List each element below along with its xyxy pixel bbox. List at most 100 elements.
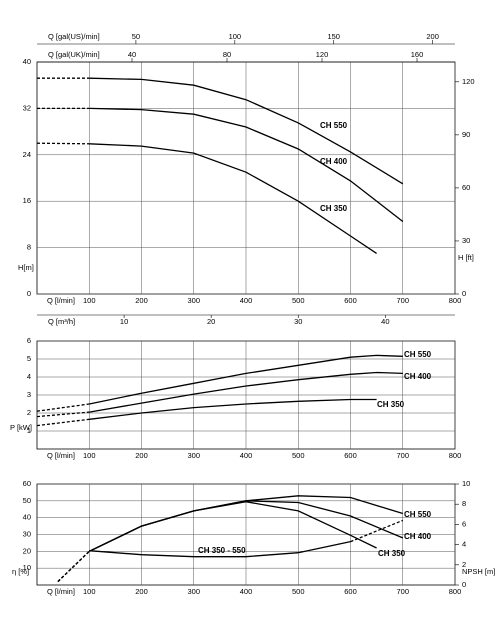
x-tick-label: 300	[187, 296, 200, 305]
x-tick-label: 400	[240, 296, 253, 305]
curve-extrapolated	[350, 519, 404, 543]
curve-label: CH 550	[320, 121, 348, 130]
y2-axis-label: NPSH [m]	[462, 567, 495, 576]
x-tick-label: 700	[396, 296, 409, 305]
y2-axis-label: H [ft]	[458, 253, 474, 262]
curve	[89, 540, 351, 558]
top-axis-tick-label: 50	[132, 32, 140, 41]
y-tick-label: 16	[23, 196, 31, 205]
x-axis-label: Q [l/min]	[47, 587, 75, 596]
curve-extrapolated	[36, 418, 90, 427]
curve-extrapolated	[36, 142, 90, 145]
x-tick-label: 500	[292, 587, 305, 596]
bottom-axis-tick-label: 40	[381, 317, 389, 326]
curve-extrapolated	[57, 550, 90, 583]
bottom-axis-tick-label: 30	[294, 317, 302, 326]
x-tick-label: 200	[135, 296, 148, 305]
curve	[89, 371, 403, 413]
curve	[89, 501, 377, 552]
x-tick-label: 500	[292, 451, 305, 460]
y2-tick-label: 60	[462, 183, 470, 192]
y-tick-label: 0	[27, 289, 31, 298]
y-tick-label: 40	[23, 513, 31, 522]
y-tick-label: 60	[23, 479, 31, 488]
y-tick-label: 50	[23, 496, 31, 505]
y-tick-label: 2	[27, 408, 31, 417]
y2-tick-label: 2	[462, 560, 466, 569]
y-tick-label: 24	[23, 150, 31, 159]
x-tick-label: 700	[396, 451, 409, 460]
curve-label: CH 400	[404, 532, 432, 541]
y-axis-label: H[m]	[18, 263, 34, 272]
y-tick-label: 6	[27, 336, 31, 345]
x-tick-label: 100	[83, 451, 96, 460]
x-axis-label: Q [l/min]	[47, 296, 75, 305]
curve	[89, 398, 377, 420]
x-tick-label: 600	[344, 587, 357, 596]
x-tick-label: 600	[344, 451, 357, 460]
top-axis-label: Q [gal(US)/min]	[48, 32, 100, 41]
curve	[89, 107, 404, 223]
x-tick-label: 800	[449, 296, 462, 305]
top-axis-tick-label: 120	[316, 50, 329, 59]
y-tick-label: 32	[23, 103, 31, 112]
y-tick-label: 4	[27, 372, 31, 381]
x-tick-label: 100	[83, 296, 96, 305]
curve-label: CH 400	[320, 157, 348, 166]
y-tick-label: 10	[23, 563, 31, 572]
y-tick-label: 8	[27, 243, 31, 252]
curve-label: CH 350	[378, 549, 406, 558]
top-axis-tick-label: 200	[426, 32, 439, 41]
curve-label: CH 350	[377, 400, 405, 409]
curve	[89, 77, 404, 185]
curve	[89, 354, 403, 405]
top-axis-tick-label: 160	[411, 50, 424, 59]
y2-tick-label: 90	[462, 130, 470, 139]
x-axis-label: Q [l/min]	[47, 451, 75, 460]
x-tick-label: 500	[292, 296, 305, 305]
top-axis-tick-label: 80	[223, 50, 231, 59]
bottom-axis-tick-label: 10	[120, 317, 128, 326]
y-axis-label: P [kW]	[10, 423, 32, 432]
y2-tick-label: 0	[462, 580, 466, 589]
bottom-axis-label: Q [m³/h]	[48, 317, 75, 326]
x-tick-label: 300	[187, 451, 200, 460]
x-tick-label: 400	[240, 451, 253, 460]
y2-tick-label: 120	[462, 77, 475, 86]
y2-tick-label: 10	[462, 479, 470, 488]
x-tick-label: 600	[344, 296, 357, 305]
x-tick-label: 300	[187, 587, 200, 596]
y2-tick-label: 30	[462, 236, 470, 245]
x-tick-label: 700	[396, 587, 409, 596]
x-tick-label: 200	[135, 451, 148, 460]
y2-tick-label: 0	[462, 289, 466, 298]
curve	[89, 143, 377, 254]
curve-label: CH 550	[404, 510, 432, 519]
y2-tick-label: 4	[462, 540, 466, 549]
x-tick-label: 800	[449, 587, 462, 596]
curve-label: CH 550	[404, 350, 432, 359]
curve-extrapolated	[36, 403, 90, 412]
x-tick-label: 400	[240, 587, 253, 596]
y2-tick-label: 6	[462, 519, 466, 528]
top-axis-tick-label: 100	[229, 32, 242, 41]
y-tick-label: 1	[27, 426, 31, 435]
y-tick-label: 30	[23, 529, 31, 538]
y-tick-label: 20	[23, 546, 31, 555]
x-tick-label: 100	[83, 587, 96, 596]
y-axis-label: η [%]	[12, 567, 29, 576]
y2-tick-label: 8	[462, 499, 466, 508]
y-tick-label: 5	[27, 354, 31, 363]
y-tick-label: 3	[27, 390, 31, 399]
bottom-axis-tick-label: 20	[207, 317, 215, 326]
curve-label: CH 400	[404, 372, 432, 381]
x-tick-label: 200	[135, 587, 148, 596]
top-axis-label: Q [gal(UK)/min]	[48, 50, 100, 59]
x-tick-label: 800	[449, 451, 462, 460]
y-tick-label: 40	[23, 57, 31, 66]
top-axis-tick-label: 150	[327, 32, 340, 41]
top-axis-tick-label: 40	[128, 50, 136, 59]
curve-label: CH 350 - 550	[198, 546, 246, 555]
curve-label: CH 350	[320, 204, 348, 213]
